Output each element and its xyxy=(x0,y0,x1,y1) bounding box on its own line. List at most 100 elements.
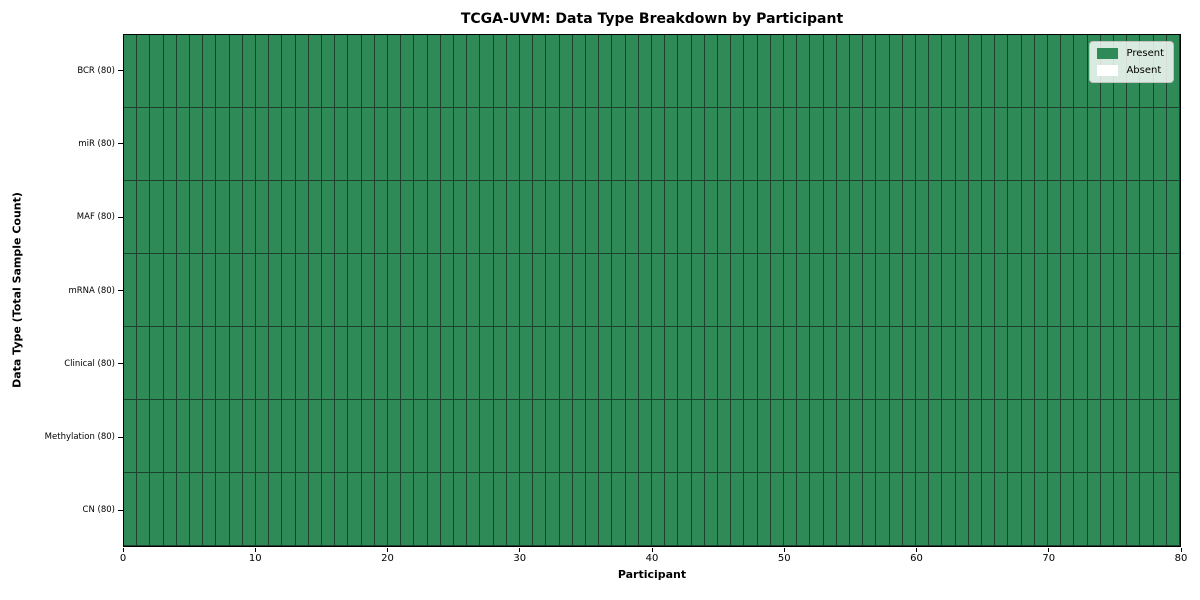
heatmap-cell xyxy=(414,327,428,400)
heatmap-cell xyxy=(1074,473,1088,546)
heatmap-cell xyxy=(810,473,824,546)
heatmap-cell xyxy=(1153,108,1167,181)
heatmap-cell xyxy=(1021,108,1035,181)
heatmap-cell xyxy=(915,35,930,108)
heatmap-cell xyxy=(189,181,204,254)
y-tick-mark xyxy=(118,436,123,438)
heatmap-cell xyxy=(533,181,547,254)
heatmap-cell xyxy=(678,254,692,327)
heatmap-cell xyxy=(269,35,283,108)
heatmap-cell xyxy=(335,400,349,473)
heatmap-cell xyxy=(401,35,415,108)
heatmap-cell xyxy=(1087,327,1101,400)
heatmap-cell xyxy=(942,473,956,546)
heatmap-cell xyxy=(308,35,322,108)
heatmap-cell xyxy=(467,327,481,400)
heatmap-cell xyxy=(981,400,996,473)
heatmap-cell xyxy=(1034,400,1048,473)
heatmap-cell xyxy=(572,108,586,181)
heatmap-cell xyxy=(427,400,441,473)
heatmap-cell xyxy=(797,35,811,108)
heatmap-cell xyxy=(242,327,256,400)
heatmap-cell xyxy=(744,400,758,473)
heatmap-cell xyxy=(1100,254,1114,327)
heatmap-cell xyxy=(519,400,534,473)
heatmap-cell xyxy=(876,327,890,400)
heatmap-cell xyxy=(163,35,177,108)
heatmap-cell xyxy=(731,181,745,254)
heatmap-cell xyxy=(889,254,903,327)
heatmap-cell xyxy=(731,400,745,473)
heatmap-cell xyxy=(506,108,520,181)
heatmap-cell xyxy=(678,181,692,254)
heatmap-cell xyxy=(229,35,243,108)
heatmap-cell xyxy=(387,400,402,473)
x-tick-label: 0 xyxy=(119,553,127,564)
heatmap-cell xyxy=(124,473,138,546)
heatmap-cell xyxy=(1047,181,1062,254)
heatmap-cell xyxy=(150,181,164,254)
heatmap-cell xyxy=(902,400,916,473)
heatmap-cell xyxy=(348,473,362,546)
y-tick-label: MAF (80) xyxy=(76,212,115,223)
x-tick-label: 70 xyxy=(1042,553,1056,564)
heatmap-cell xyxy=(836,473,850,546)
heatmap-cell xyxy=(915,254,930,327)
heatmap-cell xyxy=(321,181,336,254)
heatmap-cell xyxy=(995,35,1009,108)
heatmap-cell xyxy=(506,35,520,108)
heatmap-cell xyxy=(361,181,375,254)
heatmap-cell xyxy=(849,327,864,400)
heatmap-cell xyxy=(902,254,916,327)
heatmap-cell xyxy=(1113,181,1128,254)
heatmap-cell xyxy=(929,400,943,473)
x-tick-label: 20 xyxy=(381,553,394,564)
heatmap-cell xyxy=(1074,400,1088,473)
heatmap-cell xyxy=(1100,327,1114,400)
heatmap-cell xyxy=(651,327,666,400)
heatmap-cell xyxy=(189,473,204,546)
y-tick-label: mRNA (80) xyxy=(68,285,115,296)
heatmap-cell xyxy=(836,254,850,327)
heatmap-cell xyxy=(691,400,705,473)
heatmap-cell xyxy=(176,108,190,181)
heatmap-cell xyxy=(1100,181,1114,254)
heatmap-cell xyxy=(612,473,626,546)
heatmap-cell xyxy=(651,108,666,181)
heatmap-cell xyxy=(1047,108,1062,181)
heatmap-cell xyxy=(1021,400,1035,473)
heatmap-cell xyxy=(876,400,890,473)
heatmap-cell xyxy=(876,35,890,108)
heatmap-cell xyxy=(744,181,758,254)
heatmap-cell xyxy=(1127,108,1141,181)
heatmap-cell xyxy=(1061,254,1075,327)
heatmap-cell xyxy=(638,400,652,473)
heatmap-cell xyxy=(638,327,652,400)
heatmap-cell xyxy=(242,400,256,473)
heatmap-cell xyxy=(1034,108,1048,181)
heatmap-cell xyxy=(467,400,481,473)
heatmap-cell xyxy=(599,35,613,108)
heatmap-cell xyxy=(361,35,375,108)
heatmap-cell xyxy=(757,254,771,327)
heatmap-cell xyxy=(203,327,217,400)
heatmap-cell xyxy=(1100,473,1114,546)
heatmap-cell xyxy=(585,108,600,181)
heatmap-cell xyxy=(124,400,138,473)
heatmap-cell xyxy=(1008,327,1022,400)
heatmap-cell xyxy=(717,327,732,400)
heatmap-cell xyxy=(546,473,560,546)
heatmap-cell xyxy=(137,35,151,108)
heatmap-cell xyxy=(1113,327,1128,400)
legend: Present Absent xyxy=(1089,41,1174,83)
heatmap-cell xyxy=(163,400,177,473)
heatmap-cell xyxy=(863,254,877,327)
heatmap-cell xyxy=(902,35,916,108)
heatmap-cell xyxy=(269,254,283,327)
heatmap-cell xyxy=(889,35,903,108)
heatmap-cell xyxy=(137,473,151,546)
heatmap-cell xyxy=(295,254,309,327)
heatmap-cell xyxy=(216,181,230,254)
heatmap-cell xyxy=(704,108,718,181)
heatmap-cell xyxy=(744,327,758,400)
